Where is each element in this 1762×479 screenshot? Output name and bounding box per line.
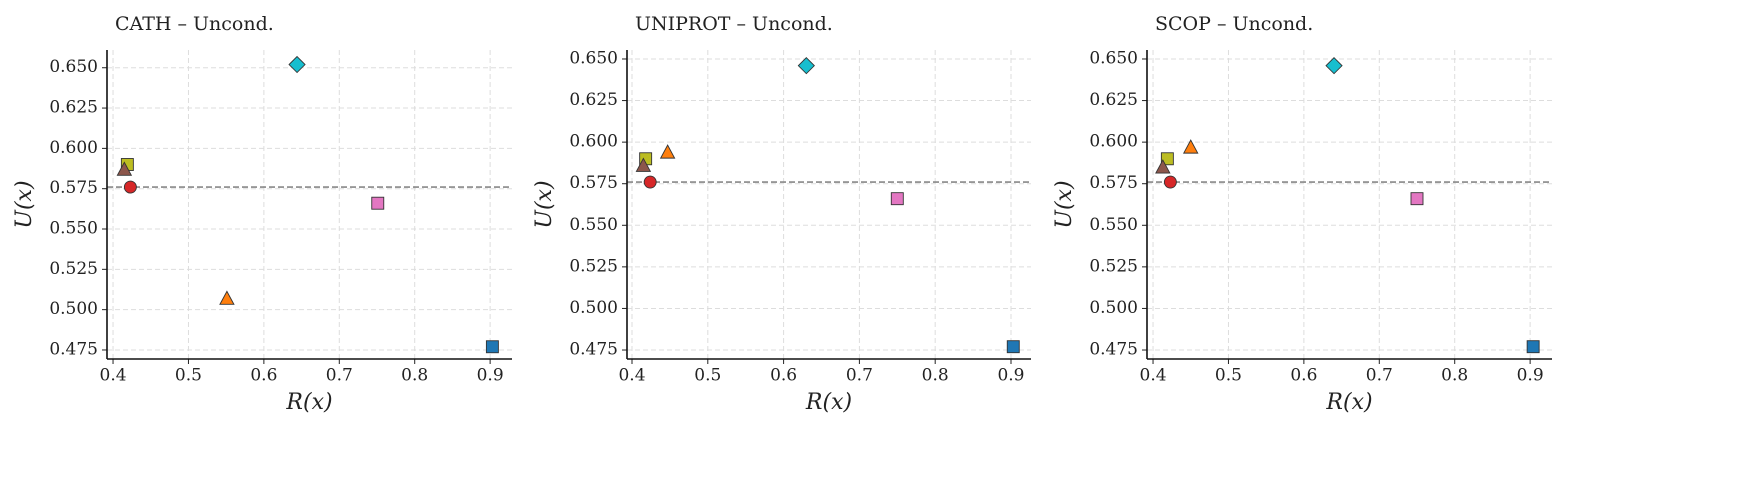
- y-tick-label: 0.575: [49, 178, 98, 198]
- x-tick-label: 0.7: [1366, 366, 1393, 386]
- point: [123, 180, 137, 194]
- point: [219, 290, 235, 305]
- y-tick-label: 0.625: [1089, 90, 1138, 110]
- y-tick-label: 0.525: [569, 256, 618, 276]
- point: [1182, 139, 1199, 154]
- x-tick-label: 0.5: [694, 366, 721, 386]
- point: [659, 144, 676, 159]
- x-tick-label: 0.8: [1441, 366, 1468, 386]
- y-tick-label: 0.550: [1089, 215, 1138, 235]
- y-tick-label: 0.475: [49, 339, 98, 359]
- point: [288, 55, 306, 74]
- y-tick-label: 0.600: [569, 132, 618, 152]
- point: [1155, 159, 1171, 174]
- x-tick-label: 0.9: [477, 366, 504, 386]
- x-tick-label: 0.8: [922, 366, 949, 386]
- y-tick-label: 0.500: [49, 299, 98, 319]
- y-tick-label: 0.550: [49, 219, 98, 239]
- chart-title: CATH – Uncond.: [115, 13, 274, 35]
- chart-title: SCOP – Uncond.: [1155, 13, 1313, 35]
- point: [635, 157, 652, 172]
- y-tick-label: 0.650: [1089, 48, 1138, 68]
- point: [1160, 152, 1174, 166]
- y-tick-label: 0.550: [569, 215, 618, 235]
- x-tick-label: 0.6: [1290, 366, 1317, 386]
- x-tick-label: 0.4: [618, 366, 645, 386]
- x-tick-label: 0.9: [1517, 366, 1544, 386]
- point: [797, 56, 815, 75]
- y-tick-label: 0.475: [1089, 340, 1138, 360]
- x-tick-label: 0.6: [770, 366, 797, 386]
- y-tick-label: 0.625: [569, 90, 618, 110]
- y-tick-label: 0.475: [569, 340, 618, 360]
- x-tick-label: 0.7: [846, 366, 873, 386]
- y-tick-label: 0.600: [1089, 132, 1138, 152]
- x-tick-label: 0.4: [100, 366, 127, 386]
- point: [485, 340, 499, 354]
- x-tick-label: 0.8: [401, 366, 428, 386]
- point: [371, 196, 385, 210]
- y-tick-label: 0.650: [569, 48, 618, 68]
- y-axis-label: U(x): [532, 180, 557, 228]
- x-tick-label: 0.4: [1140, 366, 1167, 386]
- y-tick-label: 0.575: [1089, 173, 1138, 193]
- x-tick-label: 0.9: [997, 366, 1024, 386]
- y-tick-label: 0.525: [1089, 256, 1138, 276]
- x-tick-label: 0.5: [1215, 366, 1242, 386]
- x-axis-label: R(x): [1325, 390, 1372, 415]
- point: [1526, 340, 1540, 354]
- y-tick-label: 0.600: [49, 138, 98, 158]
- y-tick-label: 0.500: [1089, 298, 1138, 318]
- y-tick-label: 0.500: [569, 298, 618, 318]
- y-tick-label: 0.625: [49, 98, 98, 118]
- point: [1163, 175, 1177, 189]
- y-axis-label: U(x): [1052, 180, 1077, 228]
- y-tick-label: 0.650: [49, 57, 98, 77]
- chart-title: UNIPROT – Uncond.: [635, 13, 833, 35]
- y-axis-label: U(x): [12, 180, 37, 228]
- y-tick-label: 0.575: [569, 173, 618, 193]
- x-tick-label: 0.6: [250, 366, 277, 386]
- point: [1325, 56, 1343, 75]
- x-tick-label: 0.5: [175, 366, 202, 386]
- x-axis-label: R(x): [285, 390, 332, 415]
- point: [1410, 192, 1424, 206]
- point: [890, 192, 904, 206]
- point: [1006, 340, 1020, 354]
- x-tick-label: 0.7: [326, 366, 353, 386]
- point: [116, 161, 133, 176]
- point: [643, 175, 657, 189]
- x-axis-label: R(x): [805, 390, 852, 415]
- y-tick-label: 0.525: [49, 259, 98, 279]
